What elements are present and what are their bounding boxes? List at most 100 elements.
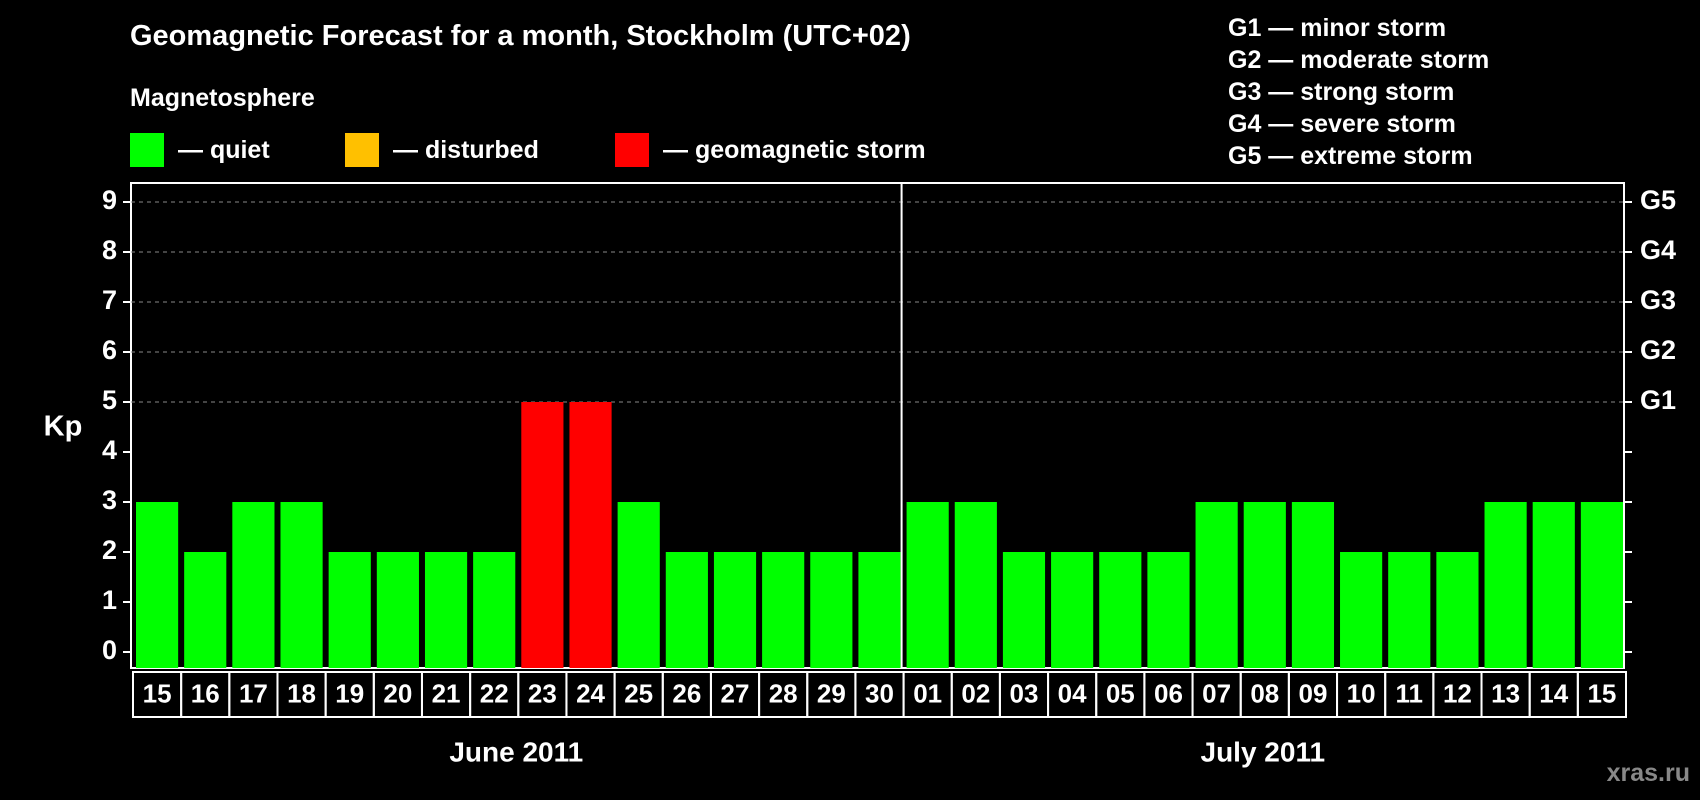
bar: [280, 502, 323, 668]
bar: [858, 552, 901, 668]
x-tick-label: 24: [576, 678, 605, 708]
x-tick-label: 15: [143, 678, 172, 708]
x-tick-label: 04: [1058, 678, 1087, 708]
x-tick-label: 05: [1106, 678, 1135, 708]
y-tick-label: 8: [102, 235, 117, 265]
watermark: xras.ru: [1606, 759, 1690, 787]
x-tick-label: 22: [480, 678, 509, 708]
bar: [569, 402, 612, 668]
bar: [1484, 502, 1527, 668]
y-tick-label: 6: [102, 335, 117, 365]
y-tick-label: 5: [102, 385, 117, 415]
x-tick-label: 11: [1396, 678, 1424, 708]
x-tick-label: 03: [1010, 678, 1039, 708]
storm-level-list: G1 — minor storm G2 — moderate storm G3 …: [1228, 12, 1489, 172]
x-tick-label: 20: [383, 678, 412, 708]
x-tick-label: 29: [817, 678, 846, 708]
x-tick-label: 10: [1347, 678, 1376, 708]
bar: [1580, 502, 1623, 668]
bar: [1195, 502, 1238, 668]
x-tick-label: 21: [432, 678, 461, 708]
right-tick-label: G1: [1640, 385, 1676, 415]
x-tick-label: 08: [1250, 678, 1279, 708]
y-tick-label: 0: [102, 635, 117, 665]
bar: [424, 552, 468, 668]
legend-label-quiet: — quiet: [178, 135, 270, 164]
legend-swatch-quiet: [130, 133, 164, 167]
bar: [232, 502, 275, 668]
bar: [713, 552, 757, 668]
x-tick-label: 23: [528, 678, 557, 708]
day-cell: [1576, 671, 1628, 718]
bar: [1147, 552, 1190, 668]
bar: [1388, 552, 1431, 668]
x-tick-label: 27: [721, 678, 750, 708]
x-tick-label: 19: [335, 678, 364, 708]
legend-storm: — geomagnetic storm: [615, 132, 926, 168]
bar: [1532, 502, 1575, 668]
chart-title: Geomagnetic Forecast for a month, Stockh…: [130, 20, 911, 52]
legend-label-disturbed: — disturbed: [393, 135, 539, 164]
legend-swatch-disturbed: [345, 133, 379, 167]
storm-level-g1: G1 — minor storm: [1228, 14, 1447, 42]
bar: [906, 502, 949, 668]
y-tick-label: 9: [102, 185, 117, 215]
x-tick-label: 02: [961, 678, 990, 708]
bar: [617, 502, 660, 668]
bar: [136, 502, 179, 668]
legend-subtitle: Magnetosphere: [130, 84, 315, 112]
x-tick-label: 28: [769, 678, 798, 708]
bar: [376, 552, 419, 668]
bar: [184, 552, 227, 668]
bar: [1340, 552, 1383, 668]
x-tick-label: 09: [1298, 678, 1327, 708]
month-label: June 2011: [449, 736, 583, 767]
x-tick-label: 15: [1587, 678, 1616, 708]
bar: [1099, 552, 1142, 668]
storm-level-g5: G5 — extreme storm: [1228, 142, 1473, 170]
right-tick-label: G4: [1640, 235, 1676, 265]
bar: [1243, 502, 1286, 668]
legend-disturbed: — disturbed: [345, 132, 539, 168]
x-tick-label: 30: [865, 678, 894, 708]
x-tick-label: 13: [1491, 678, 1520, 708]
right-tick-label: G3: [1640, 285, 1676, 315]
month-label: July 2011: [1201, 736, 1326, 767]
bar: [762, 552, 805, 668]
storm-level-g2: G2 — moderate storm: [1228, 46, 1490, 74]
right-tick-label: G5: [1640, 185, 1676, 215]
x-tick-label: 25: [624, 678, 653, 708]
legend-swatch-storm: [615, 133, 649, 167]
y-tick-label: 2: [102, 535, 117, 565]
x-tick-label: 18: [287, 678, 316, 708]
y-tick-label: 4: [102, 435, 117, 465]
x-tick-label: 26: [672, 678, 701, 708]
y-tick-label: 7: [102, 285, 117, 315]
x-tick-label: 17: [239, 678, 268, 708]
bar: [1051, 552, 1094, 668]
storm-level-g3: G3 — strong storm: [1228, 78, 1455, 106]
bar: [1002, 552, 1046, 668]
bar: [473, 552, 516, 668]
x-tick-label: 07: [1202, 678, 1231, 708]
y-tick-label: 3: [102, 485, 117, 515]
bar: [665, 552, 708, 668]
x-tick-label: 14: [1539, 678, 1568, 708]
bar: [1291, 502, 1335, 668]
bar: [521, 402, 564, 668]
y-tick-label: 1: [102, 585, 117, 615]
bar: [954, 502, 997, 668]
x-tick-label: 01: [913, 678, 942, 708]
storm-level-g4: G4 — severe storm: [1228, 110, 1456, 138]
bar: [328, 552, 371, 668]
y-axis-label: Kp: [44, 411, 83, 443]
legend-quiet: — quiet: [130, 132, 270, 168]
right-tick-label: G2: [1640, 335, 1676, 365]
x-tick-label: 06: [1154, 678, 1183, 708]
x-tick-label: 12: [1443, 678, 1472, 708]
x-tick-label: 16: [191, 678, 220, 708]
bar: [810, 552, 853, 668]
legend-label-storm: — geomagnetic storm: [663, 135, 926, 164]
bar: [1436, 552, 1479, 668]
